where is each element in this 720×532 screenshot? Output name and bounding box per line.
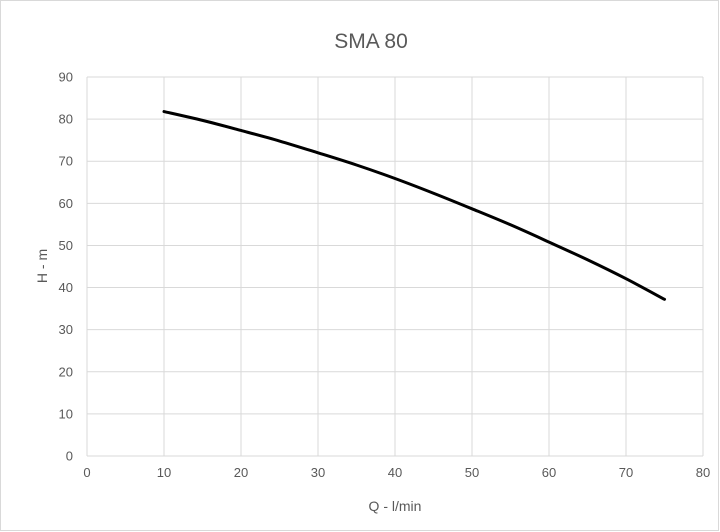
series-layer xyxy=(162,110,666,301)
chart-title: SMA 80 xyxy=(334,30,408,53)
x-tick-label: 40 xyxy=(388,465,402,480)
y-tick-label: 80 xyxy=(59,112,73,127)
y-tick-label: 0 xyxy=(66,449,73,464)
x-tick-label: 0 xyxy=(83,465,90,480)
x-axis-title: Q - l/min xyxy=(369,498,422,514)
x-tick-label: 50 xyxy=(465,465,479,480)
y-tick-label: 50 xyxy=(59,238,73,253)
x-tick-label: 70 xyxy=(619,465,633,480)
x-tick-label: 20 xyxy=(234,465,248,480)
y-tick-label: 70 xyxy=(59,154,73,169)
y-tick-label: 40 xyxy=(59,280,73,295)
x-tick-label: 10 xyxy=(157,465,171,480)
series-line xyxy=(162,110,666,301)
y-tick-label: 90 xyxy=(59,70,73,85)
x-tick-label: 60 xyxy=(542,465,556,480)
y-tick-label: 60 xyxy=(59,196,73,211)
y-tick-label: 10 xyxy=(59,406,73,421)
y-axis-title: H - m xyxy=(34,249,50,283)
y-tick-label: 20 xyxy=(59,364,73,379)
x-tick-label: 80 xyxy=(696,465,710,480)
x-tick-label: 30 xyxy=(311,465,325,480)
y-tick-label: 30 xyxy=(59,322,73,337)
gridlines xyxy=(86,76,704,457)
axes: 0 10 20 30 40 50 60 70 80 90 0 10 20 30 40 50 60 70 80 xyxy=(59,70,711,481)
